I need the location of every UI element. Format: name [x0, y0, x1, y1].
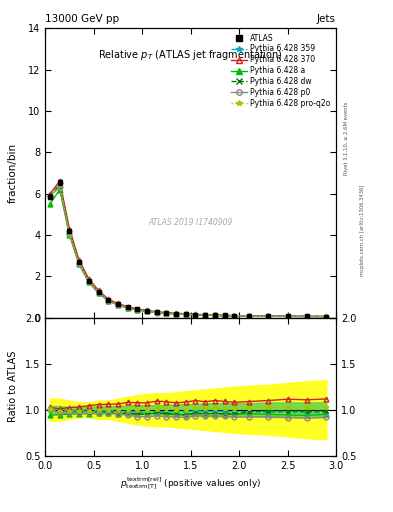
Y-axis label: Ratio to ATLAS: Ratio to ATLAS — [7, 351, 18, 422]
X-axis label: $p_\mathrm{textrm[T]}^{\mathrm{textrm[rel]}}$ (positive values only): $p_\mathrm{textrm[T]}^{\mathrm{textrm[re… — [120, 476, 261, 493]
Text: Jets: Jets — [317, 14, 336, 24]
Legend: ATLAS, Pythia 6.428 359, Pythia 6.428 370, Pythia 6.428 a, Pythia 6.428 dw, Pyth: ATLAS, Pythia 6.428 359, Pythia 6.428 37… — [228, 30, 334, 111]
Text: Rivet 3.1.10, ≥ 2.6M events: Rivet 3.1.10, ≥ 2.6M events — [344, 101, 349, 175]
Y-axis label: fraction/bin: fraction/bin — [7, 143, 18, 203]
Text: mcplots.cern.ch [arXiv:1306.3436]: mcplots.cern.ch [arXiv:1306.3436] — [360, 185, 365, 276]
Text: Relative $p_T$ (ATLAS jet fragmentation): Relative $p_T$ (ATLAS jet fragmentation) — [98, 49, 283, 62]
Text: ATLAS 2019 I1740909: ATLAS 2019 I1740909 — [149, 218, 233, 227]
Text: 13000 GeV pp: 13000 GeV pp — [45, 14, 119, 24]
